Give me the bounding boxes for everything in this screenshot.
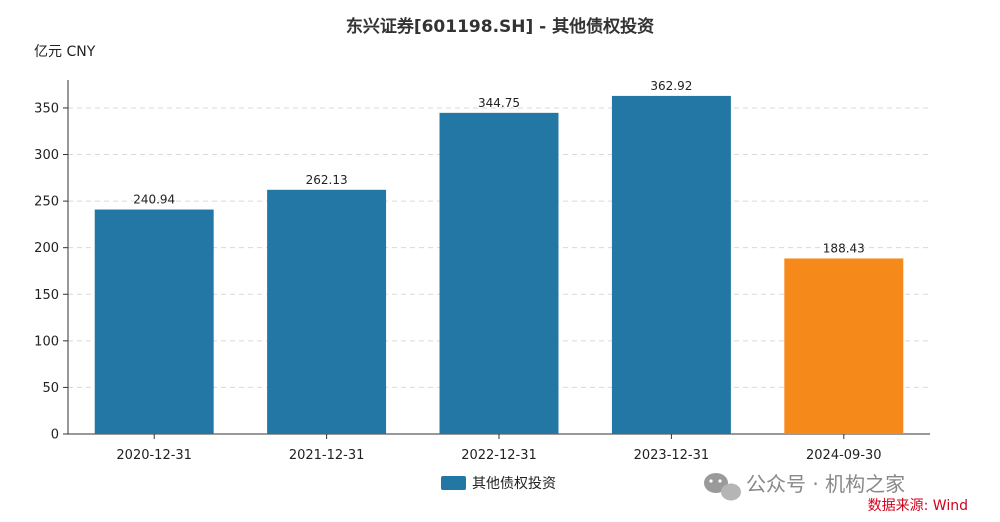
bar[interactable] xyxy=(267,189,387,434)
data-label: 362.92 xyxy=(650,79,692,93)
x-tick-label: 2024-09-30 xyxy=(806,448,882,463)
data-label: 344.75 xyxy=(478,96,520,110)
bar[interactable] xyxy=(94,209,214,434)
chart-title: 东兴证券[601198.SH] - 其他债权投资 xyxy=(346,16,654,37)
y-axis-unit-label: 亿元 CNY xyxy=(34,44,96,60)
data-label: 240.94 xyxy=(133,193,175,207)
data-labels: 240.94 262.13 344.75 362.92 188.43 xyxy=(133,79,865,256)
bars xyxy=(94,95,904,434)
y-tick-label: 250 xyxy=(34,195,59,210)
source-note: 数据来源: Wind xyxy=(868,498,968,514)
tick-labels: 0 50 100 150 200 250 300 350 2020-12-31 2021-12-3… xyxy=(34,101,881,463)
y-tick-label: 150 xyxy=(34,288,59,303)
y-tick-label: 100 xyxy=(34,334,59,349)
legend-label: 其他债权投资 xyxy=(472,476,556,492)
x-tick-label: 2021-12-31 xyxy=(289,448,365,463)
bar[interactable] xyxy=(439,112,559,434)
bar[interactable] xyxy=(611,95,731,434)
x-tick-label: 2020-12-31 xyxy=(116,448,192,463)
legend-swatch xyxy=(441,476,466,490)
wechat-icon xyxy=(704,473,741,501)
x-tick-label: 2023-12-31 xyxy=(634,448,710,463)
data-label: 262.13 xyxy=(306,173,348,187)
y-tick-label: 0 xyxy=(51,428,59,443)
bar[interactable] xyxy=(784,258,904,434)
watermark: 公众号 · 机构之家 xyxy=(704,472,905,501)
legend[interactable]: 其他债权投资 xyxy=(441,476,556,492)
y-tick-label: 50 xyxy=(42,381,59,396)
watermark-text: 公众号 · 机构之家 xyxy=(746,472,905,496)
data-label: 188.43 xyxy=(823,241,865,255)
x-tick-label: 2022-12-31 xyxy=(461,448,537,463)
y-tick-label: 300 xyxy=(34,148,59,163)
y-tick-label: 200 xyxy=(34,241,59,256)
y-tick-label: 350 xyxy=(34,101,59,116)
